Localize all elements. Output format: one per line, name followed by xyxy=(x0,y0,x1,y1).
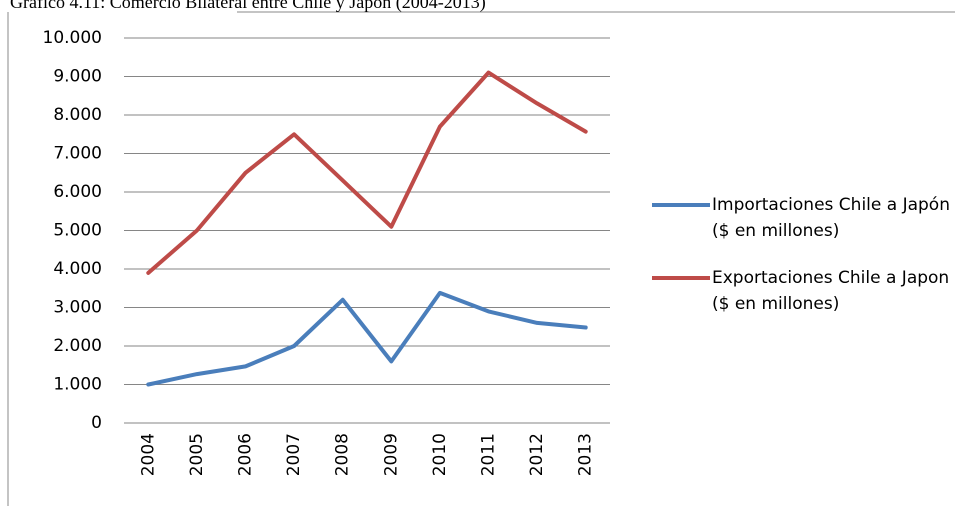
y-tick-label: 6.000 xyxy=(53,182,102,202)
legend-label: Exportaciones Chile a Japon ($ en millon… xyxy=(712,268,950,314)
x-tick-label: 2007 xyxy=(284,433,304,476)
x-tick-label: 2006 xyxy=(236,433,256,476)
x-tick-label: 2013 xyxy=(576,433,596,476)
y-tick-label: 5.000 xyxy=(53,221,102,241)
x-tick-label: 2011 xyxy=(479,433,499,476)
x-tick-label: 2010 xyxy=(430,433,450,476)
series-line xyxy=(146,290,588,387)
legend-label: Importaciones Chile a Japón ($ en millon… xyxy=(712,195,950,241)
y-tick-label: 8.000 xyxy=(53,105,102,125)
y-tick-label: 7.000 xyxy=(53,144,102,164)
y-tick-label: 9.000 xyxy=(53,67,102,87)
y-tick-label: 0 xyxy=(91,413,102,433)
series-line xyxy=(146,70,588,275)
x-tick-label: 2012 xyxy=(527,433,547,476)
x-tick-label: 2009 xyxy=(381,433,401,476)
y-tick-label: 1.000 xyxy=(53,375,102,395)
chart-title: Gráfico 4.11: Comercio Bilateral entre C… xyxy=(10,0,486,13)
x-tick-label: 2005 xyxy=(187,433,207,476)
x-tick-label: 2004 xyxy=(138,433,158,476)
y-tick-label: 4.000 xyxy=(53,259,102,279)
y-tick-label: 2.000 xyxy=(53,336,102,356)
y-tick-label: 3.000 xyxy=(53,298,102,318)
x-tick-label: 2008 xyxy=(333,433,353,476)
y-tick-label: 10.000 xyxy=(43,28,102,48)
